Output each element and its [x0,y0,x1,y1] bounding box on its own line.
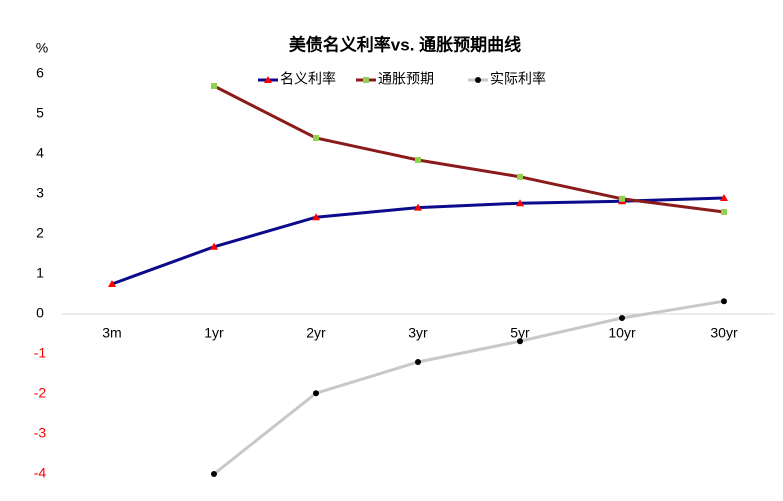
data-point [312,213,320,221]
legend-label: 实际利率 [490,71,546,87]
data-point [517,173,523,180]
data-point [415,157,421,163]
x-tick-label: 5yr [510,325,530,341]
y-tick-label: 1 [36,265,44,281]
y-tick-label: -3 [34,425,47,441]
data-point [721,298,727,305]
data-point [211,83,217,89]
series-line [111,196,725,286]
data-point [211,471,217,477]
legend-marker [475,77,481,83]
legend-label: 通胀预期 [378,71,434,87]
data-point [516,199,524,207]
legend-marker [264,76,272,83]
y-tick-label: 5 [36,105,44,121]
y-tick-label: 4 [36,145,44,161]
data-point [721,209,727,215]
y-axis-label: % [36,40,48,56]
data-point [415,359,421,365]
data-point [619,315,625,321]
y-tick-label: 6 [36,65,44,81]
y-tick-label: 2 [36,225,44,241]
series-line [213,84,725,214]
data-point [313,390,319,397]
y-tick-label: -2 [34,385,47,401]
data-point [517,338,523,345]
legend-label: 名义利率 [280,71,336,87]
x-tick-label: 1yr [204,325,224,341]
data-point [313,135,319,141]
chart-title: 美债名义利率vs. 通胀预期曲线 [289,34,521,54]
x-tick-label: 3yr [408,325,428,341]
y-tick-label: 0 [36,305,44,321]
data-point [108,280,116,287]
legend-marker [363,77,369,83]
y-tick-label: -1 [34,345,47,361]
data-point [720,194,728,201]
data-point [619,195,625,202]
x-tick-label: 3m [102,325,121,341]
x-tick-label: 2yr [306,325,326,341]
data-point [210,242,218,250]
series-line [213,299,725,476]
data-point [414,203,422,211]
x-tick-label: 30yr [710,325,738,341]
x-tick-label: 10yr [608,325,636,341]
y-tick-label: 3 [36,185,44,201]
y-tick-label: -4 [34,465,47,481]
